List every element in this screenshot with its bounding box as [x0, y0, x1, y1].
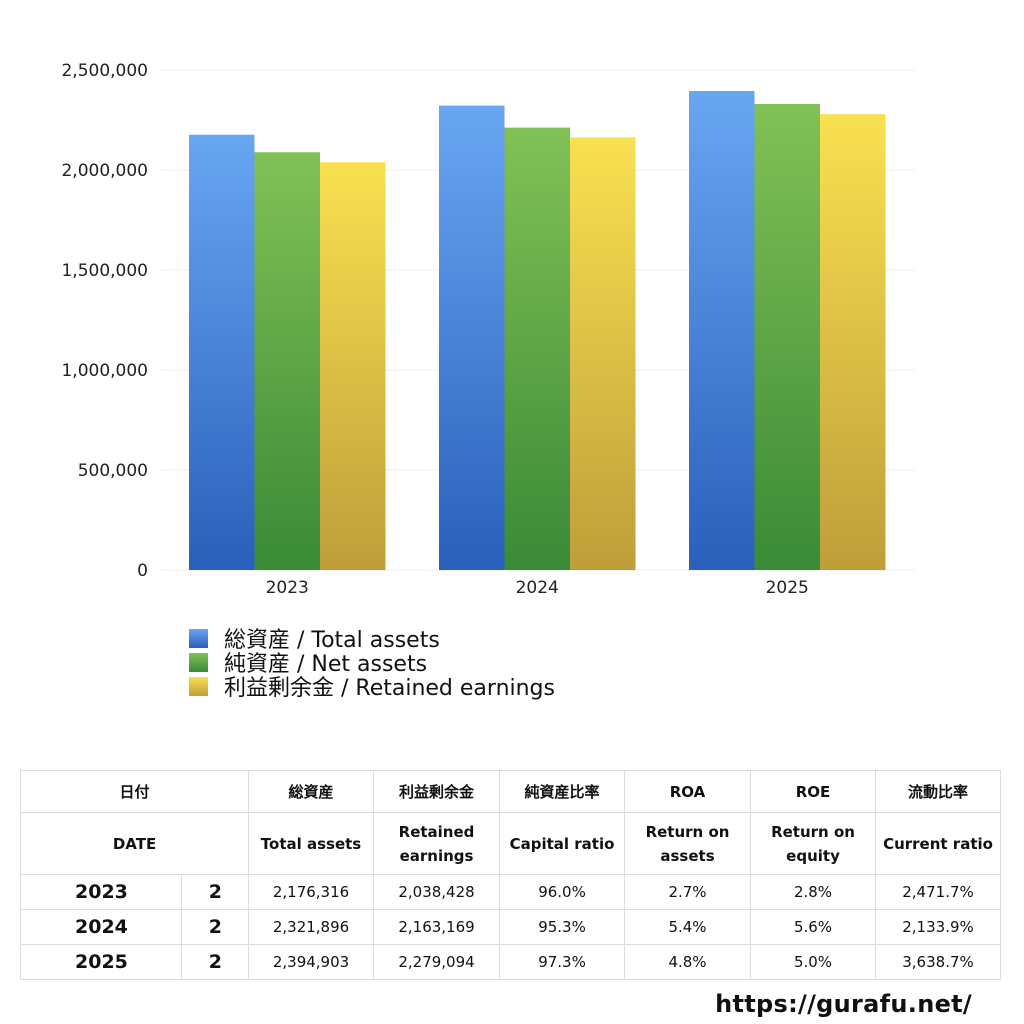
cell-total-assets: 2,394,903: [248, 944, 375, 980]
y-tick-label: 2,500,000: [61, 61, 148, 81]
y-tick-label: 0: [137, 561, 148, 581]
cell-current-ratio: 2,133.9%: [875, 909, 1002, 945]
table-row: 2025 2 2,394,903 2,279,094 97.3% 4.8% 5.…: [20, 944, 1002, 980]
site-url: https://gurafu.net/: [715, 990, 972, 1018]
legend-label: 総資産 / Total assets: [224, 628, 440, 653]
cell-roe: 5.0%: [750, 944, 877, 980]
header-roe-en: Return on equity: [750, 812, 877, 875]
y-tick-label: 500,000: [78, 461, 148, 481]
header-capital-ratio-en: Capital ratio: [499, 812, 626, 875]
x-tick-label: 2023: [266, 578, 309, 598]
cell-total-assets: 2,176,316: [248, 874, 375, 910]
financial-metrics-table: 日付 総資産 利益剰余金 純資産比率 ROA ROE 流動比率 DATE Tot…: [19, 770, 1002, 980]
cell-capital-ratio: 96.0%: [499, 874, 626, 910]
bar-net-assets-2024: [504, 127, 570, 570]
cell-roa: 4.8%: [624, 944, 752, 980]
bar-chart: 0 500,000 1,000,000 1,500,000 2,000,000 2,500…: [61, 61, 914, 598]
y-tick-label: 1,000,000: [61, 361, 148, 381]
header-current-ratio-jp: 流動比率: [875, 770, 1002, 813]
row-count: 2: [180, 944, 250, 980]
row-count: 2: [180, 909, 250, 945]
table-header-jp: 日付 総資産 利益剰余金 純資産比率 ROA ROE 流動比率: [19, 770, 1002, 813]
header-roa-en: Return on assets: [624, 812, 752, 875]
table-header-en: DATE Total assets Retained earnings Capi…: [19, 812, 1002, 875]
bar-net-assets-2023: [254, 152, 320, 570]
legend-swatch-net-assets: [189, 652, 208, 672]
y-tick-label: 1,500,000: [61, 261, 148, 281]
bar-retained-earnings-2024: [570, 137, 636, 570]
x-tick-label: 2025: [766, 578, 809, 598]
header-total-assets-jp: 総資産: [248, 770, 375, 813]
cell-current-ratio: 3,638.7%: [875, 944, 1002, 980]
row-count: 2: [180, 874, 250, 910]
header-roa-jp: ROA: [624, 770, 752, 813]
header-date-jp: 日付: [19, 770, 250, 813]
bar-total-assets-2025: [689, 91, 755, 570]
bar-net-assets-2025: [754, 104, 820, 570]
cell-retained-earnings: 2,279,094: [373, 944, 501, 980]
x-tick-label: 2024: [516, 578, 559, 598]
legend-item-total-assets: 総資産 / Total assets: [189, 626, 555, 653]
header-roe-jp: ROE: [750, 770, 877, 813]
bar-total-assets-2023: [189, 134, 255, 570]
row-year: 2024: [20, 909, 182, 945]
bar-retained-earnings-2023: [320, 162, 386, 571]
legend-label: 純資産 / Net assets: [224, 652, 428, 677]
table-row: 2024 2 2,321,896 2,163,169 95.3% 5.4% 5.…: [20, 909, 1002, 945]
cell-capital-ratio: 95.3%: [499, 909, 626, 945]
cell-roa: 2.7%: [624, 874, 752, 910]
header-total-assets-en: Total assets: [248, 812, 375, 875]
header-capital-ratio-jp: 純資産比率: [499, 770, 626, 813]
bar-total-assets-2024: [439, 105, 505, 571]
cell-roe: 5.6%: [750, 909, 877, 945]
header-retained-earnings-jp: 利益剰余金: [373, 770, 501, 813]
cell-retained-earnings: 2,038,428: [373, 874, 501, 910]
legend-swatch-retained-earnings: [189, 676, 208, 696]
row-year: 2023: [20, 874, 182, 910]
cell-capital-ratio: 97.3%: [499, 944, 626, 980]
legend-swatch-total-assets: [189, 628, 208, 648]
cell-roe: 2.8%: [750, 874, 877, 910]
header-date-en: DATE: [19, 812, 250, 875]
legend-item-net-assets: 純資産 / Net assets: [189, 650, 555, 677]
y-tick-label: 2,000,000: [61, 161, 148, 181]
cell-retained-earnings: 2,163,169: [373, 909, 501, 945]
chart-legend: 総資産 / Total assets 純資産 / Net assets 利益剰余…: [189, 626, 555, 701]
header-retained-earnings-en: Retained earnings: [373, 812, 501, 875]
cell-total-assets: 2,321,896: [248, 909, 375, 945]
cell-current-ratio: 2,471.7%: [875, 874, 1002, 910]
bar-retained-earnings-2025: [820, 114, 886, 570]
legend-label: 利益剰余金 / Retained earnings: [224, 676, 555, 701]
table-row: 2023 2 2,176,316 2,038,428 96.0% 2.7% 2.…: [20, 874, 1002, 910]
header-current-ratio-en: Current ratio: [875, 812, 1002, 875]
cell-roa: 5.4%: [624, 909, 752, 945]
row-year: 2025: [20, 944, 182, 980]
legend-item-retained-earnings: 利益剰余金 / Retained earnings: [189, 674, 555, 701]
